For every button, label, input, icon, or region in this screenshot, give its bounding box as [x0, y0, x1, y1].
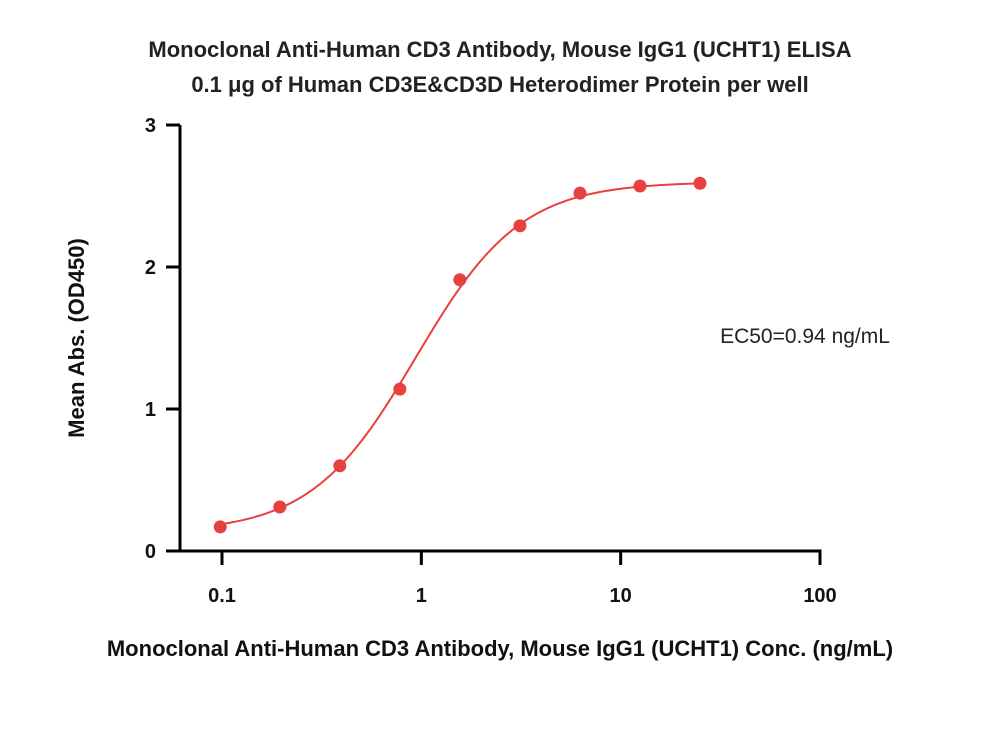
y-tick-label: 1 — [145, 399, 156, 421]
data-point — [213, 520, 227, 534]
data-point — [333, 459, 347, 473]
axes: 0 1 2 3 0.1 1 10 100 — [145, 115, 837, 607]
data-point — [513, 219, 527, 233]
y-tick-label: 0 — [145, 541, 156, 563]
x-tick-label: 10 — [610, 585, 632, 607]
y-axis-title: Mean Abs. (OD450) — [64, 238, 89, 438]
fit-curve — [220, 182, 701, 526]
y-tick-label: 3 — [145, 115, 156, 137]
data-point — [693, 176, 707, 190]
data-point — [573, 186, 587, 200]
data-point — [633, 179, 647, 193]
x-tick-label: 0.1 — [208, 585, 236, 607]
x-axis-title: Monoclonal Anti-Human CD3 Antibody, Mous… — [107, 636, 893, 661]
y-tick-label: 2 — [145, 257, 156, 279]
ec50-annotation: EC50=0.94 ng/mL — [720, 325, 890, 348]
data-point — [393, 382, 407, 396]
data-point — [273, 500, 287, 514]
chart-title: Monoclonal Anti-Human CD3 Antibody, Mous… — [148, 37, 851, 62]
data-points — [213, 176, 707, 534]
data-point — [453, 273, 467, 287]
chart-subtitle: 0.1 μg of Human CD3E&CD3D Heterodimer Pr… — [191, 72, 808, 97]
x-tick-label: 1 — [416, 585, 427, 607]
x-tick-label: 100 — [803, 585, 836, 607]
